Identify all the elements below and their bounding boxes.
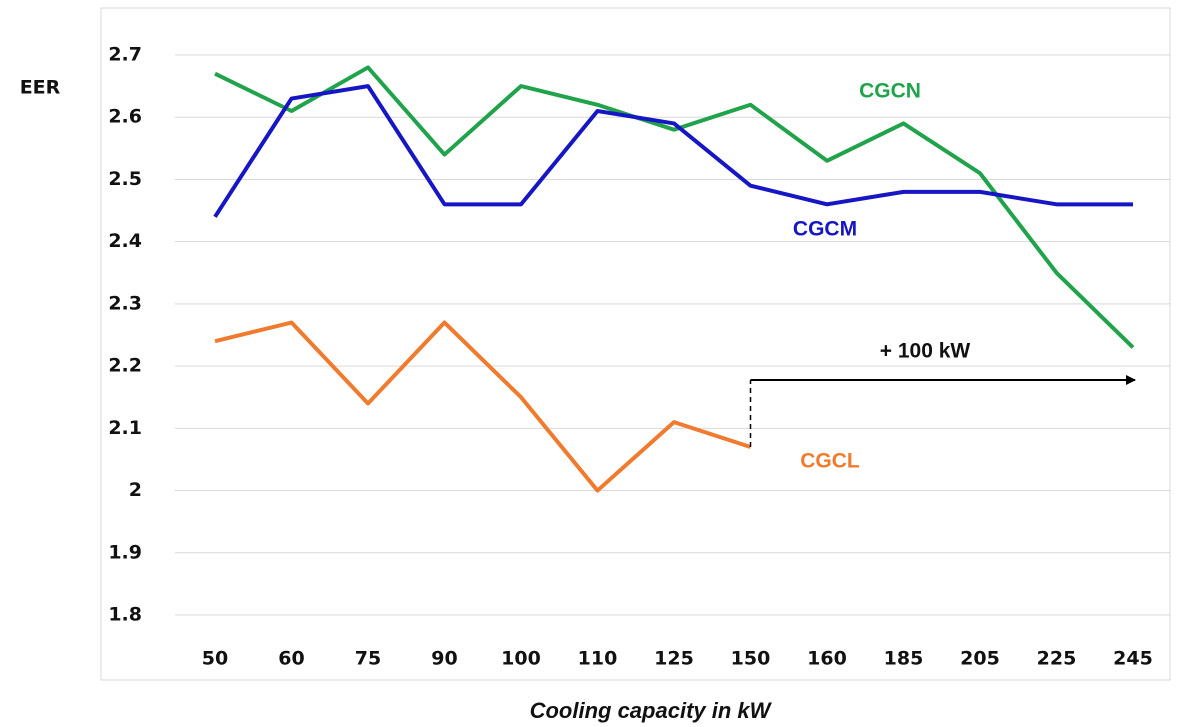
- x-tick-label: 100: [501, 648, 541, 670]
- y-tick-label: 2.4: [108, 230, 142, 252]
- y-tick-label: 1.8: [108, 604, 142, 626]
- x-tick-label: 160: [807, 648, 847, 670]
- x-tick-label: 110: [578, 648, 618, 670]
- x-tick-label: 185: [884, 648, 924, 670]
- x-tick-label: 245: [1113, 648, 1153, 670]
- x-tick-label: 60: [278, 648, 304, 670]
- y-tick-label: 2.5: [108, 168, 142, 190]
- y-axis-label: EER: [20, 77, 61, 99]
- y-tick-label: 2.3: [108, 292, 142, 314]
- plot-frame: [100, 7, 1171, 681]
- x-tick-label: 125: [654, 648, 694, 670]
- x-axis-label: Cooling capacity in kW: [530, 698, 773, 723]
- series-line: [214, 320, 752, 493]
- x-tick-label: 90: [431, 648, 457, 670]
- x-tick-label: 75: [355, 648, 381, 670]
- y-tick-label: 2.1: [108, 417, 142, 439]
- x-tick-label: 205: [960, 648, 1000, 670]
- y-tick-label: 2.6: [108, 106, 142, 128]
- series-line: [214, 65, 1135, 349]
- y-tick-label: 2.2: [108, 355, 142, 377]
- y-tick-label: 1.9: [108, 541, 142, 563]
- series-label: CGCM: [793, 218, 857, 241]
- annotation: + 100 kW: [880, 340, 971, 363]
- series-line: [213, 84, 1133, 218]
- series-label: CGCL: [800, 450, 860, 473]
- y-tick-label: 2: [129, 479, 142, 501]
- x-tick-label: 150: [731, 648, 771, 670]
- series-label: CGCN: [859, 80, 921, 103]
- x-tick-label: 225: [1037, 648, 1077, 670]
- x-tick-label: 50: [202, 648, 228, 670]
- y-tick-label: 2.7: [108, 44, 142, 66]
